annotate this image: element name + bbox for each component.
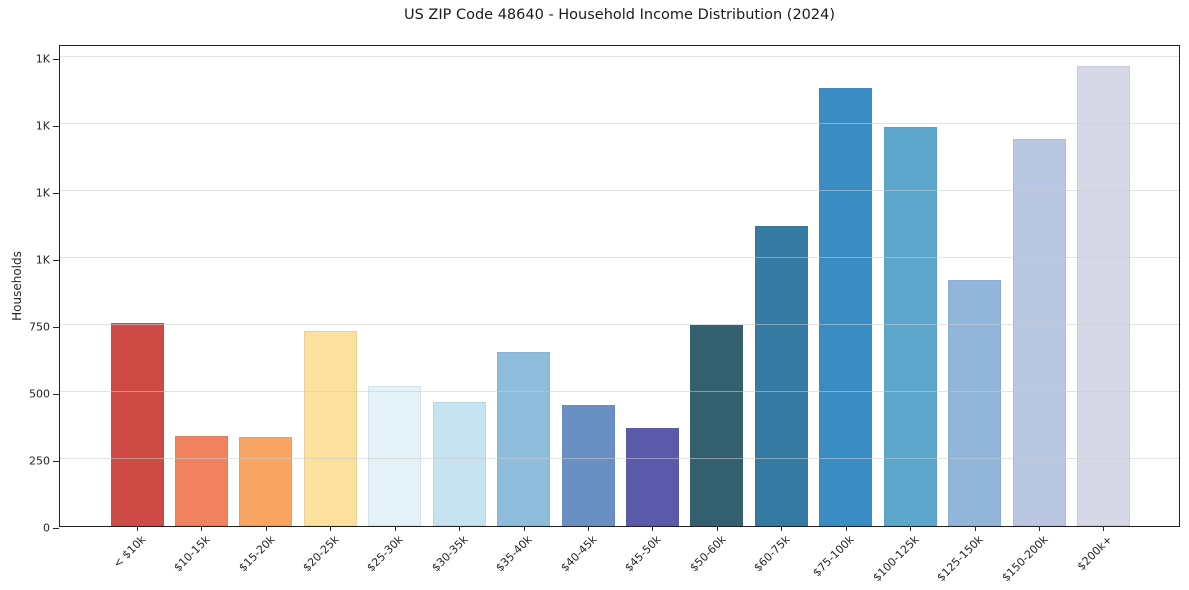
bar-125-150k [948, 280, 1002, 526]
x-tick-mark [330, 526, 332, 531]
y-tick-label: 1K [35, 52, 50, 66]
x-tick-mark [459, 526, 461, 531]
chart-title: US ZIP Code 48640 - Household Income Dis… [403, 7, 836, 23]
x-tick-label: $15-20k [235, 533, 278, 575]
x-tick-label: $50-60k [686, 533, 729, 575]
x-tick-mark [137, 526, 138, 531]
x-tick-label: $60-75k [751, 533, 793, 575]
x-tick-mark [910, 526, 912, 531]
x-tick-label: $125-150k [934, 533, 986, 585]
bar-15-20k [239, 437, 293, 526]
x-tick-label: $150-200k [999, 533, 1051, 585]
y-tick-label: 1K [35, 119, 50, 133]
bar-30-35k [432, 402, 486, 526]
x-tick-mark [652, 526, 654, 531]
y-tick-mark [53, 192, 59, 194]
x-tick-label: $200k+ [1074, 533, 1115, 574]
x-tick-label: $45-50k [622, 533, 664, 575]
bar-100-125k [883, 126, 937, 526]
x-tick-label: $20-25k [300, 533, 342, 575]
bar-10k [110, 323, 164, 526]
bar-40-45k [561, 405, 615, 526]
y-tick-mark [53, 58, 59, 60]
x-tick-mark [974, 526, 976, 531]
y-tick-label: 500 [29, 387, 50, 401]
y-tick-mark [53, 326, 59, 328]
gridline [60, 391, 1179, 393]
x-tick-mark [588, 526, 590, 531]
y-tick-mark [53, 393, 59, 395]
x-tick-mark [781, 526, 783, 531]
x-tick-mark [1039, 526, 1041, 531]
bar-150-200k [1012, 138, 1066, 526]
bar-75-100k [819, 88, 873, 526]
x-tick-mark [201, 526, 203, 531]
gridline [60, 56, 1179, 58]
y-tick-mark [53, 527, 59, 529]
y-tick-mark [53, 125, 59, 127]
bar-60-75k [754, 225, 808, 526]
bar-200k+ [1076, 65, 1130, 526]
x-tick-label: $25-30k [364, 533, 406, 575]
x-tick-label: $30-35k [429, 533, 471, 575]
x-tick-mark [716, 526, 718, 531]
x-tick-mark [265, 526, 267, 531]
bar-25-30k [368, 385, 422, 526]
gridline [60, 123, 1179, 125]
y-tick-label: 1K [35, 253, 50, 267]
x-tick-mark [523, 526, 525, 531]
bar-10-15k [174, 435, 228, 526]
gridline [60, 458, 1179, 460]
bar-20-25k [303, 330, 357, 526]
y-tick-label: 750 [29, 320, 50, 334]
y-tick-mark [53, 460, 59, 462]
y-tick-label: 0 [43, 521, 50, 535]
gridline [60, 257, 1179, 259]
y-tick-label: 1K [35, 186, 50, 200]
gridline [60, 324, 1179, 326]
plot-area: 0 250 500 750 1K 1K 1K 1K < $10k $10-15k $15-20k $2… [29, 45, 1180, 584]
x-tick-label: $100-125k [870, 533, 922, 585]
x-tick-label: $35-40k [493, 533, 535, 575]
x-tick-label: < $10k [110, 533, 149, 571]
x-tick-mark [1103, 526, 1105, 531]
y-tick-label: 250 [29, 454, 50, 468]
x-tick-label: $40-45k [557, 533, 600, 575]
bar-45-50k [625, 428, 679, 526]
bar-35-40k [497, 352, 551, 526]
x-tick-label: $75-100k [810, 533, 857, 580]
x-tick-mark [394, 526, 396, 531]
y-axis-label: Households [10, 251, 24, 321]
gridline [60, 190, 1179, 192]
bar-50-60k [690, 325, 744, 526]
x-tick-mark [845, 526, 847, 531]
x-tick-label: $10-15k [171, 533, 213, 575]
y-tick-mark [53, 259, 59, 261]
